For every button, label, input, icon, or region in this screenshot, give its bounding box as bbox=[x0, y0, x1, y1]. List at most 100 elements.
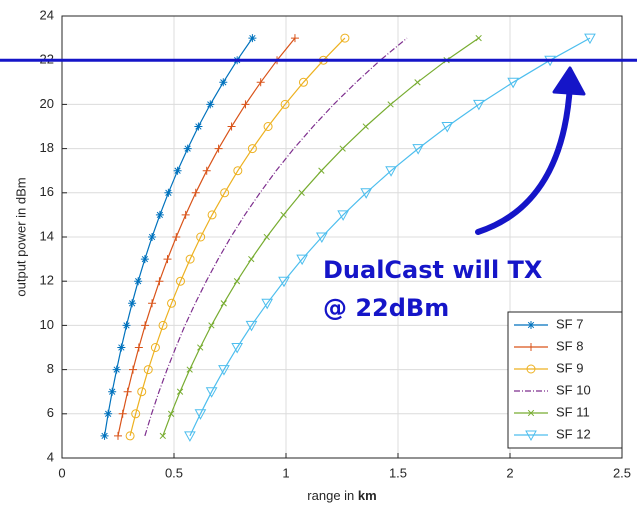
marker bbox=[155, 277, 164, 286]
marker bbox=[205, 387, 218, 398]
legend-label: SF 12 bbox=[556, 426, 591, 441]
marker bbox=[315, 232, 328, 244]
marker bbox=[248, 34, 257, 43]
x-label-unit: km bbox=[358, 488, 377, 503]
marker bbox=[337, 210, 349, 221]
y-tick-label: 16 bbox=[40, 184, 54, 199]
marker bbox=[385, 166, 397, 177]
marker bbox=[186, 366, 193, 373]
marker bbox=[298, 77, 308, 87]
marker bbox=[100, 431, 109, 440]
marker bbox=[231, 343, 244, 354]
marker bbox=[175, 276, 185, 286]
marker bbox=[184, 431, 196, 442]
marker bbox=[143, 365, 153, 375]
marker bbox=[196, 232, 206, 242]
marker bbox=[114, 431, 122, 440]
marker bbox=[218, 365, 230, 376]
marker bbox=[360, 188, 373, 199]
legend-label: SF 8 bbox=[556, 338, 583, 353]
marker bbox=[137, 387, 147, 397]
y-tick-label: 12 bbox=[40, 273, 54, 288]
marker bbox=[318, 167, 325, 174]
marker bbox=[298, 189, 305, 196]
marker bbox=[104, 409, 113, 418]
y-tick-label: 6 bbox=[47, 405, 54, 420]
marker bbox=[159, 432, 166, 440]
marker bbox=[141, 321, 150, 330]
marker bbox=[134, 277, 143, 286]
marker bbox=[340, 33, 350, 43]
marker bbox=[280, 99, 290, 109]
marker bbox=[123, 387, 132, 396]
y-tick-label: 4 bbox=[47, 449, 54, 464]
marker bbox=[172, 233, 181, 241]
marker bbox=[475, 34, 482, 42]
marker bbox=[148, 233, 157, 241]
marker bbox=[256, 78, 265, 87]
marker bbox=[263, 233, 270, 241]
marker bbox=[527, 343, 535, 351]
y-tick-label: 20 bbox=[40, 96, 54, 111]
marker bbox=[233, 166, 243, 176]
x-label-text: range in bbox=[307, 488, 354, 503]
marker bbox=[208, 322, 215, 329]
marker bbox=[131, 409, 141, 419]
marker bbox=[245, 320, 258, 332]
x-tick-label: 0 bbox=[58, 465, 65, 480]
marker bbox=[473, 99, 485, 111]
marker bbox=[118, 409, 127, 418]
marker bbox=[194, 409, 207, 420]
legend-label: SF 11 bbox=[556, 404, 590, 419]
marker bbox=[247, 144, 257, 154]
marker bbox=[164, 188, 173, 197]
marker bbox=[414, 79, 421, 86]
x-tick-label: 1.5 bbox=[389, 465, 407, 480]
marker bbox=[194, 122, 203, 131]
marker bbox=[387, 101, 394, 108]
marker bbox=[191, 188, 200, 197]
marker bbox=[219, 78, 228, 87]
marker bbox=[197, 344, 204, 351]
marker bbox=[296, 254, 308, 266]
x-tick-label: 2 bbox=[506, 465, 513, 480]
marker bbox=[339, 145, 346, 152]
marker bbox=[183, 144, 192, 153]
plot-area bbox=[100, 33, 596, 442]
marker bbox=[140, 255, 149, 264]
marker bbox=[148, 299, 157, 308]
marker bbox=[167, 410, 175, 417]
y-tick-label: 10 bbox=[40, 317, 54, 332]
marker bbox=[526, 364, 536, 374]
arrow bbox=[475, 82, 573, 235]
marker bbox=[163, 255, 172, 264]
marker bbox=[280, 211, 287, 219]
legend-label: SF 7 bbox=[556, 316, 583, 331]
marker bbox=[117, 343, 126, 352]
marker bbox=[241, 100, 250, 109]
annotation: DualCast will TX bbox=[323, 256, 543, 284]
marker bbox=[134, 343, 143, 352]
y-axis-label: output power in dBm bbox=[13, 177, 28, 296]
marker bbox=[125, 431, 135, 441]
marker bbox=[525, 430, 537, 442]
marker bbox=[362, 123, 369, 130]
marker bbox=[527, 321, 535, 329]
marker bbox=[527, 409, 535, 417]
marker bbox=[584, 33, 596, 45]
marker bbox=[181, 210, 190, 219]
marker bbox=[185, 254, 195, 264]
series-line bbox=[189, 37, 591, 437]
marker bbox=[206, 100, 215, 109]
marker bbox=[167, 298, 177, 308]
marker bbox=[233, 278, 241, 285]
x-tick-label: 0.5 bbox=[165, 465, 183, 480]
x-tick-label: 2.5 bbox=[613, 465, 631, 480]
legend-label: SF 10 bbox=[556, 382, 591, 397]
series-line bbox=[129, 37, 346, 437]
marker bbox=[290, 34, 299, 43]
marker bbox=[150, 343, 160, 352]
marker bbox=[220, 300, 227, 307]
legend-label: SF 9 bbox=[556, 360, 583, 375]
